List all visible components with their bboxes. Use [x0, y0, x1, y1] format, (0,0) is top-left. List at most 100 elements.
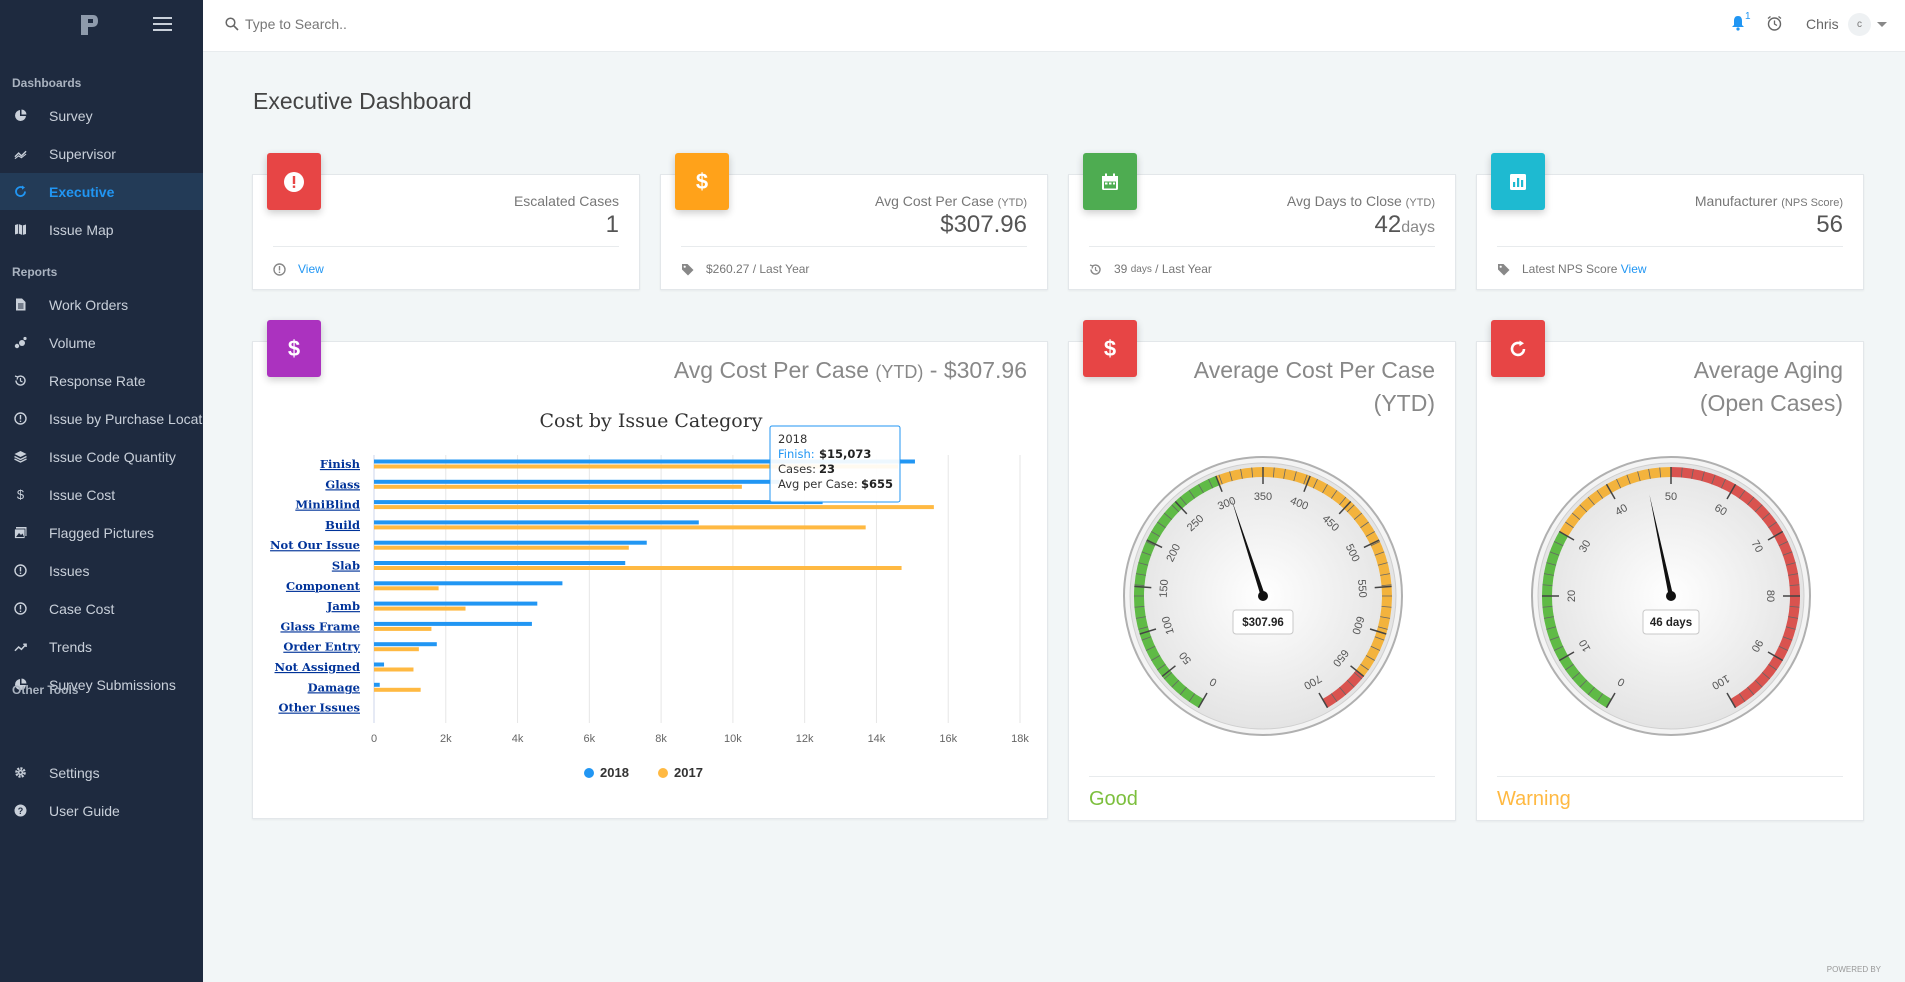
sidebar-item-issue-code-quantity[interactable]: Issue Code Quantity	[0, 438, 203, 475]
sidebar-item-work-orders[interactable]: Work Orders	[0, 286, 203, 323]
sidebar-item-label: Response Rate	[49, 372, 146, 389]
gauge-minor-tick	[1579, 504, 1588, 513]
category-label[interactable]: Build	[325, 518, 360, 532]
x-tick-label: 16k	[939, 733, 957, 745]
gauge-minor-tick	[1788, 573, 1799, 576]
legend-label[interactable]: 2018	[600, 765, 629, 780]
sidebar-item-user-guide[interactable]: ? User Guide	[0, 792, 203, 829]
gauge-tick-label: 350	[1254, 491, 1272, 503]
bar-2018[interactable]	[374, 621, 532, 626]
avatar[interactable]: c	[1848, 13, 1871, 36]
bar-2017[interactable]	[374, 647, 419, 652]
search-input[interactable]	[245, 12, 645, 36]
stat-label: Escalated Cases	[513, 193, 619, 209]
gauge-minor-tick	[1788, 616, 1799, 619]
alarm-clock-icon[interactable]	[1766, 15, 1783, 32]
bar-2018[interactable]	[374, 662, 385, 667]
sidebar-item-issue-map[interactable]: Issue Map	[0, 211, 203, 248]
bar-2017[interactable]	[374, 626, 432, 631]
divider	[1089, 246, 1435, 247]
bar-2018[interactable]	[374, 601, 538, 606]
gauge-pivot	[1258, 591, 1268, 601]
sidebar-item-response-rate[interactable]: Response Rate	[0, 362, 203, 399]
search-icon	[225, 17, 239, 31]
sidebar-item-flagged-pictures[interactable]: Flagged Pictures	[0, 514, 203, 551]
category-label[interactable]: Slab	[332, 559, 360, 573]
bar-2018[interactable]	[374, 561, 626, 565]
bar-2017[interactable]	[374, 525, 866, 530]
gauge-major-tick	[1558, 651, 1575, 662]
sidebar-item-survey[interactable]: Survey	[0, 97, 203, 134]
gauge-minor-tick	[1754, 679, 1763, 688]
sidebar-item-label: Settings	[49, 764, 100, 781]
bar-2017[interactable]	[374, 606, 466, 611]
legend-label[interactable]: 2017	[674, 765, 703, 780]
sidebar-item-supervisor[interactable]: Supervisor	[0, 135, 203, 172]
bar-2017[interactable]	[374, 464, 898, 469]
sidebar-item-label: Trends	[49, 638, 93, 655]
category-label[interactable]: Other Issues	[278, 701, 360, 715]
gauge-minor-tick	[1782, 636, 1793, 641]
bar-2017[interactable]	[374, 545, 629, 550]
x-tick-label: 18k	[1011, 733, 1029, 745]
x-tick-label: 4k	[512, 733, 524, 745]
bar-2017[interactable]	[374, 586, 439, 591]
bar-2018[interactable]	[374, 682, 380, 687]
sidebar-item-case-cost[interactable]: Case Cost	[0, 590, 203, 627]
gauge-tick-label: 80	[1764, 590, 1776, 602]
sidebar-item-issue-by-purchase-location[interactable]: Issue by Purchase Location	[0, 400, 203, 437]
bar-2018[interactable]	[374, 540, 647, 545]
category-label[interactable]: Damage	[308, 680, 360, 694]
gauge-minor-tick	[1218, 474, 1223, 485]
category-label[interactable]: MiniBlind	[295, 498, 360, 512]
chevron-down-icon[interactable]	[1877, 22, 1887, 27]
sidebar-item-issues[interactable]: Issues	[0, 552, 203, 589]
document-icon	[14, 298, 27, 311]
bar-2017[interactable]	[374, 566, 902, 570]
gauge-minor-tick	[1680, 467, 1683, 478]
user-name[interactable]: Chris	[1806, 16, 1839, 32]
category-label[interactable]: Not Our Issue	[270, 538, 360, 552]
stat-footer: View	[273, 262, 324, 276]
category-label[interactable]: Jamb	[326, 599, 360, 613]
category-label[interactable]: Order Entry	[283, 640, 360, 654]
bar-2017[interactable]	[374, 667, 414, 672]
menu-toggle-button[interactable]	[153, 17, 172, 31]
gauge-minor-tick	[1138, 562, 1149, 566]
stat-value: $307.96	[940, 211, 1027, 238]
bar-2018[interactable]	[374, 500, 823, 505]
bar-2018[interactable]	[374, 581, 563, 586]
gauge-major-tick	[1767, 651, 1784, 662]
sidebar-item-survey-submissions[interactable]: Survey Submissions	[0, 666, 203, 703]
category-label[interactable]: Finish	[320, 457, 361, 471]
gauge-tick-label: 100	[1160, 615, 1177, 636]
gauge-minor-tick	[1374, 551, 1385, 556]
sidebar-item-issue-cost[interactable]: $ Issue Cost	[0, 476, 203, 513]
bar-2017[interactable]	[374, 484, 742, 489]
sidebar-item-executive[interactable]: Executive	[0, 173, 203, 210]
category-label[interactable]: Glass Frame	[280, 619, 360, 633]
category-label[interactable]: Glass	[325, 477, 360, 491]
bar-2018[interactable]	[374, 479, 780, 484]
stat-label: Avg Days to Close (YTD)	[1286, 193, 1435, 209]
view-link[interactable]: View	[1620, 262, 1647, 276]
category-label[interactable]: Not Assigned	[275, 660, 361, 674]
svg-text:$: $	[17, 488, 25, 501]
gauge-major-tick	[1363, 539, 1380, 549]
bar-2017[interactable]	[374, 687, 421, 692]
bar-2018[interactable]	[374, 642, 437, 647]
sidebar-item-volume[interactable]: Volume	[0, 324, 203, 361]
gauge-minor-tick	[1346, 504, 1355, 513]
bar-2017[interactable]	[374, 505, 934, 510]
view-link[interactable]: View	[298, 262, 324, 276]
category-label[interactable]: Component	[286, 579, 361, 593]
sidebar-item-trends[interactable]: Trends	[0, 628, 203, 665]
x-tick-label: 8k	[655, 733, 667, 745]
bar-2018[interactable]	[374, 520, 699, 525]
bell-icon[interactable]	[1731, 15, 1745, 31]
sidebar-item-settings[interactable]: Settings	[0, 754, 203, 791]
stat-value: 1	[605, 211, 619, 238]
bar-2018[interactable]	[374, 459, 915, 464]
info-icon	[273, 262, 292, 276]
tag-icon	[681, 263, 700, 276]
